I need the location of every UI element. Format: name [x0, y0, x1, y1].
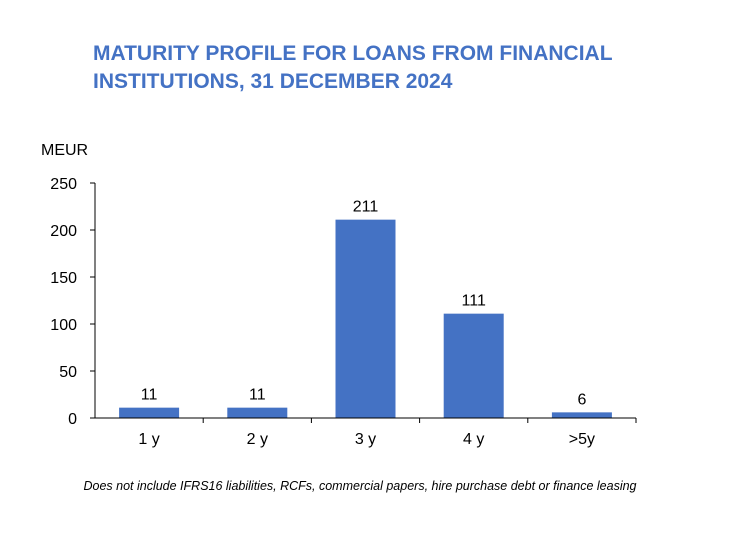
bar [335, 219, 396, 418]
bar [443, 313, 504, 418]
y-tick-label: 200 [50, 223, 77, 240]
category-labels: 1 y 2 y 3 y 4 y >5y [138, 418, 637, 448]
bar-value-label: 11 [249, 387, 266, 404]
bar [119, 407, 180, 418]
y-tick-label: 100 [50, 317, 77, 334]
y-tick-label: 50 [59, 364, 77, 381]
y-tick-label: 0 [68, 411, 77, 428]
bars [119, 219, 612, 418]
chart-title-line-2: INSTITUTIONS, 31 DECEMBER 2024 [93, 70, 453, 93]
bar-value-label: 211 [353, 199, 379, 216]
bar-value-label: 111 [462, 293, 486, 310]
y-axis-unit-label: MEUR [41, 142, 88, 159]
category-label: 4 y [463, 431, 484, 448]
bar [551, 412, 612, 418]
chart-title: MATURITY PROFILE FOR LOANS FROM FINANCIA… [93, 40, 713, 96]
y-axis-ticks: 0 50 100 150 200 250 [50, 176, 95, 428]
bar-value-label: 6 [577, 391, 586, 408]
bar [227, 407, 288, 418]
category-label: 1 y [138, 431, 159, 448]
chart-title-line-1: MATURITY PROFILE FOR LOANS FROM FINANCIA… [93, 42, 613, 65]
data-labels: 11 11 211 111 6 [141, 199, 587, 409]
bar-value-label: 11 [141, 387, 158, 404]
category-label: 2 y [247, 431, 268, 448]
category-label: 3 y [355, 431, 376, 448]
y-tick-label: 250 [50, 176, 77, 193]
category-label: >5y [569, 431, 595, 448]
y-tick-label: 150 [50, 270, 77, 287]
footnote: Does not include IFRS16 liabilities, RCF… [83, 479, 637, 493]
